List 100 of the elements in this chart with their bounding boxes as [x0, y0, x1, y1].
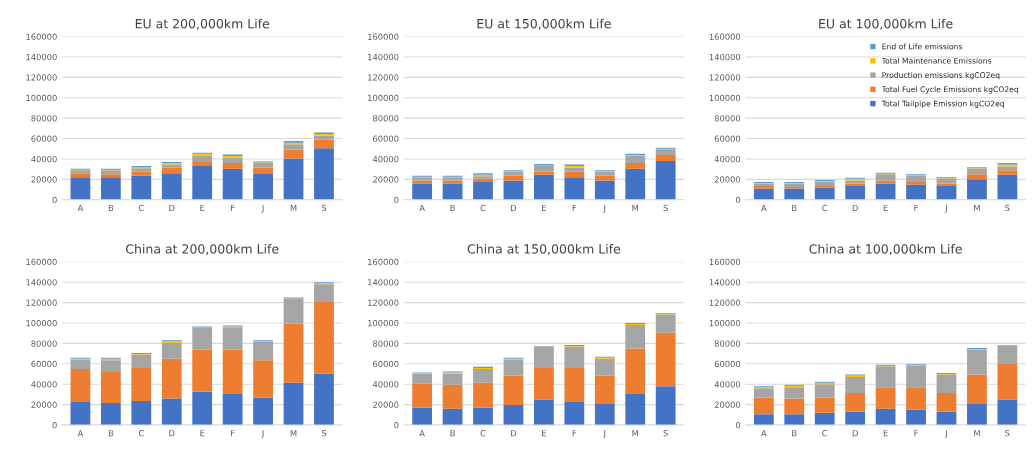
- x-tick-label: S: [663, 430, 668, 437]
- chart-title: EU at 150,000km Life: [477, 18, 611, 30]
- y-tick-label: 160000: [368, 258, 399, 266]
- y-tick-label: 120000: [26, 74, 57, 81]
- x-tick-label: M: [290, 204, 297, 211]
- x-tick-label: B: [792, 430, 797, 437]
- x-tick-label: J: [261, 204, 264, 213]
- y-tick-label: 20000: [31, 176, 57, 183]
- y-tick-label: 60000: [373, 360, 399, 368]
- chart-title: EU at 200,000km Life: [135, 18, 270, 30]
- y-tick-label: 100000: [368, 319, 399, 327]
- y-tick-label: 160000: [709, 33, 741, 40]
- y-tick-label: 140000: [26, 53, 57, 61]
- x-tick-label: D: [169, 204, 175, 211]
- x-tick-label: F: [231, 430, 235, 437]
- x-tick-label: D: [511, 430, 517, 437]
- y-tick-label: 60000: [373, 135, 399, 142]
- y-tick-label: 100000: [26, 319, 57, 327]
- y-tick-label: 120000: [26, 299, 57, 306]
- y-tick-label: 20000: [373, 176, 399, 183]
- y-tick-label: 140000: [368, 53, 399, 61]
- y-tick-label: 40000: [714, 155, 741, 163]
- y-tick-label: 140000: [709, 279, 741, 286]
- x-tick-label: E: [542, 430, 546, 437]
- x-tick-label: J: [603, 430, 606, 438]
- y-tick-label: 60000: [714, 360, 741, 368]
- y-tick-label: 80000: [373, 115, 399, 122]
- x-tick-label: A: [761, 204, 767, 211]
- x-tick-label: B: [450, 430, 455, 437]
- x-tick-label: B: [792, 204, 797, 211]
- x-tick-label: S: [1005, 430, 1010, 437]
- x-tick-label: M: [974, 204, 980, 211]
- y-tick-label: 80000: [31, 340, 57, 347]
- x-tick-label: A: [77, 204, 84, 211]
- y-tick-label: 40000: [31, 155, 57, 163]
- x-tick-label: F: [572, 430, 577, 437]
- y-tick-label: 100000: [709, 319, 741, 327]
- y-tick-label: 60000: [31, 360, 57, 368]
- y-tick-label: 80000: [31, 115, 57, 122]
- x-tick-label: B: [108, 204, 114, 211]
- x-tick-label: E: [883, 430, 888, 437]
- y-tick-label: 40000: [372, 381, 399, 388]
- y-tick-label: 100000: [709, 94, 741, 102]
- x-tick-label: A: [761, 430, 767, 437]
- y-tick-label: 20000: [714, 401, 741, 408]
- x-tick-label: A: [419, 204, 425, 211]
- y-tick-label: 160000: [26, 33, 57, 40]
- y-tick-label: 0: [735, 196, 741, 204]
- y-tick-label: 40000: [31, 381, 57, 388]
- x-tick-label: M: [974, 430, 980, 437]
- x-tick-label: M: [290, 430, 297, 437]
- x-tick-label: E: [883, 204, 888, 211]
- y-tick-label: 40000: [372, 155, 399, 163]
- x-tick-label: M: [632, 430, 639, 437]
- y-tick-label: 120000: [709, 299, 741, 306]
- x-tick-label: J: [944, 430, 947, 438]
- y-tick-label: 0: [52, 421, 57, 429]
- x-tick-label: F: [914, 204, 918, 211]
- x-tick-label: F: [231, 204, 235, 211]
- x-tick-label: C: [822, 204, 828, 212]
- x-tick-label: D: [169, 430, 175, 437]
- chart-title: China at 150,000km Life: [467, 243, 621, 255]
- x-tick-label: S: [663, 204, 668, 212]
- y-tick-label: 0: [735, 421, 741, 429]
- x-tick-label: S: [321, 430, 327, 437]
- chart-title: China at 100,000km Life: [809, 243, 962, 255]
- x-tick-label: F: [914, 430, 918, 437]
- y-tick-label: 20000: [373, 401, 399, 408]
- x-tick-label: S: [1005, 204, 1010, 212]
- x-tick-label: C: [480, 430, 486, 437]
- y-tick-label: 160000: [368, 33, 399, 40]
- x-tick-label: C: [480, 204, 486, 212]
- y-tick-label: 0: [394, 196, 399, 204]
- y-tick-label: 40000: [714, 381, 741, 388]
- y-tick-label: 20000: [714, 176, 741, 183]
- x-tick-label: D: [511, 204, 517, 211]
- y-tick-label: 20000: [31, 401, 57, 408]
- y-tick-label: 100000: [26, 94, 57, 102]
- x-tick-label: E: [200, 430, 205, 437]
- x-tick-label: J: [603, 204, 606, 213]
- x-tick-label: D: [852, 204, 858, 211]
- y-tick-label: 120000: [368, 299, 399, 306]
- y-tick-label: 0: [52, 196, 57, 204]
- y-tick-label: 140000: [368, 279, 399, 286]
- y-tick-label: 0: [394, 421, 399, 429]
- chart-title: EU at 100,000km Life: [819, 18, 953, 30]
- x-tick-label: M: [632, 204, 639, 211]
- y-tick-label: 80000: [714, 115, 741, 122]
- x-tick-label: F: [572, 204, 577, 211]
- y-tick-label: 140000: [26, 279, 57, 286]
- x-tick-label: C: [138, 430, 144, 437]
- x-tick-label: J: [261, 430, 264, 438]
- y-tick-label: 100000: [368, 94, 399, 102]
- x-tick-label: D: [852, 430, 858, 437]
- x-tick-label: E: [200, 204, 205, 211]
- y-tick-label: 120000: [368, 74, 399, 81]
- y-tick-label: 120000: [709, 74, 741, 81]
- y-tick-label: 80000: [714, 340, 741, 347]
- x-tick-label: A: [419, 430, 425, 437]
- x-tick-label: C: [822, 430, 828, 437]
